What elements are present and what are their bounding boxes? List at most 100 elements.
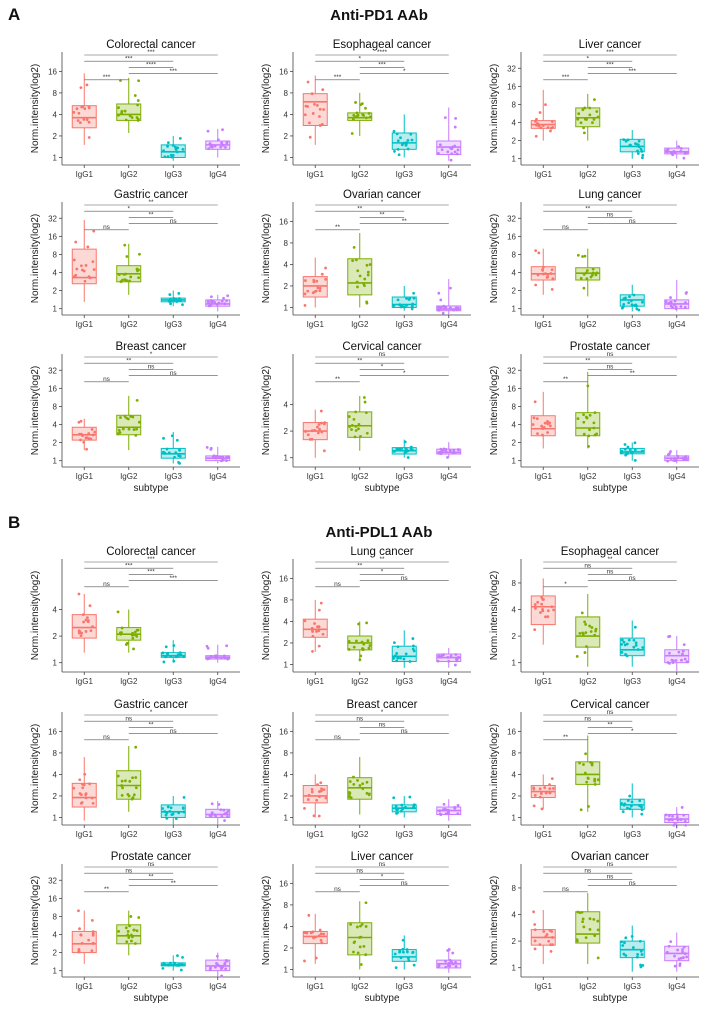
y-tick-label: 16 bbox=[48, 67, 57, 76]
data-point bbox=[396, 147, 400, 151]
significance-label: ** bbox=[357, 205, 363, 212]
y-tick-label: 16 bbox=[48, 894, 57, 903]
significance-label: ** bbox=[148, 874, 154, 881]
data-point bbox=[533, 603, 537, 606]
data-point bbox=[117, 113, 120, 117]
data-point bbox=[126, 933, 130, 937]
data-point bbox=[360, 102, 364, 106]
data-point bbox=[124, 272, 127, 276]
data-point bbox=[444, 965, 448, 969]
y-tick-label: 4 bbox=[512, 269, 517, 278]
data-point bbox=[121, 427, 125, 431]
y-tick-label: 4 bbox=[512, 911, 517, 920]
data-point bbox=[132, 428, 136, 431]
data-point bbox=[170, 155, 174, 159]
data-point bbox=[410, 448, 414, 452]
data-point bbox=[137, 276, 141, 280]
data-point bbox=[533, 947, 537, 951]
data-point bbox=[588, 917, 592, 921]
data-point bbox=[538, 111, 542, 114]
significance-label: ** bbox=[585, 357, 591, 364]
data-point bbox=[311, 649, 314, 653]
data-point bbox=[303, 959, 306, 963]
data-point bbox=[84, 618, 88, 622]
data-point bbox=[162, 149, 165, 153]
data-point bbox=[316, 783, 319, 787]
significance-label: ns bbox=[170, 370, 178, 377]
data-point bbox=[356, 925, 359, 929]
y-tick-label: 1 bbox=[284, 153, 289, 162]
data-point bbox=[87, 938, 91, 942]
data-point bbox=[81, 105, 85, 108]
significance-label: ns bbox=[584, 562, 592, 569]
data-point bbox=[79, 438, 82, 442]
data-point bbox=[633, 448, 637, 452]
data-point bbox=[398, 303, 402, 307]
data-point bbox=[397, 153, 401, 157]
data-point bbox=[411, 647, 415, 651]
significance-label: ns bbox=[607, 861, 615, 868]
significance-label: * bbox=[381, 874, 384, 881]
data-point bbox=[620, 650, 624, 654]
data-point bbox=[683, 152, 687, 155]
y-tick-label: 1 bbox=[512, 659, 517, 668]
data-point bbox=[362, 282, 366, 286]
data-point bbox=[319, 781, 323, 785]
data-point bbox=[636, 149, 639, 153]
data-point bbox=[221, 128, 224, 132]
data-point bbox=[624, 139, 628, 143]
y-tick-label: 2 bbox=[53, 132, 58, 141]
data-point bbox=[533, 939, 537, 943]
data-point bbox=[630, 800, 634, 804]
data-point bbox=[456, 812, 460, 815]
data-point bbox=[225, 644, 229, 648]
data-point bbox=[354, 425, 358, 428]
x-axis-label: subtype bbox=[592, 993, 627, 1004]
data-point bbox=[321, 632, 325, 636]
data-point bbox=[584, 622, 588, 626]
data-point bbox=[306, 80, 310, 84]
data-point bbox=[169, 961, 172, 965]
data-point bbox=[590, 626, 594, 629]
x-tick-label: IgG2 bbox=[120, 472, 138, 481]
x-tick-label: IgG3 bbox=[396, 320, 414, 329]
data-point bbox=[583, 651, 587, 654]
data-point bbox=[123, 243, 127, 247]
data-point bbox=[634, 643, 638, 647]
data-point bbox=[206, 129, 210, 133]
significance-label: ns bbox=[584, 715, 592, 722]
data-point bbox=[535, 117, 538, 121]
data-point bbox=[582, 413, 585, 417]
significance-label: ** bbox=[357, 357, 363, 364]
data-point bbox=[588, 928, 592, 931]
chart-title: Colorectal cancer bbox=[106, 39, 196, 51]
significance-label: ns bbox=[103, 376, 111, 383]
data-point bbox=[584, 271, 588, 275]
data-point bbox=[546, 431, 550, 434]
data-point bbox=[347, 793, 351, 797]
data-point bbox=[317, 644, 321, 648]
data-point bbox=[628, 448, 632, 452]
data-point bbox=[626, 445, 630, 449]
box-igg2 bbox=[116, 103, 142, 121]
data-point bbox=[684, 455, 687, 459]
data-point bbox=[320, 421, 323, 425]
data-point bbox=[622, 640, 626, 644]
data-point bbox=[532, 804, 536, 808]
data-point bbox=[134, 745, 138, 749]
data-point bbox=[626, 806, 629, 810]
data-point bbox=[127, 936, 131, 940]
significance-label: ns bbox=[356, 867, 364, 874]
data-point bbox=[350, 428, 353, 431]
y-axis-label: Norm.intensity(log2) bbox=[261, 724, 272, 813]
data-point bbox=[582, 273, 586, 276]
data-point bbox=[640, 149, 644, 153]
y-tick-label: 16 bbox=[279, 727, 288, 736]
y-tick-label: 32 bbox=[507, 64, 516, 73]
x-tick-label: IgG4 bbox=[209, 982, 227, 991]
data-point bbox=[205, 446, 209, 449]
data-point bbox=[671, 306, 674, 309]
significance-label: ns bbox=[629, 880, 637, 887]
data-point bbox=[169, 655, 173, 658]
data-point bbox=[166, 651, 169, 655]
